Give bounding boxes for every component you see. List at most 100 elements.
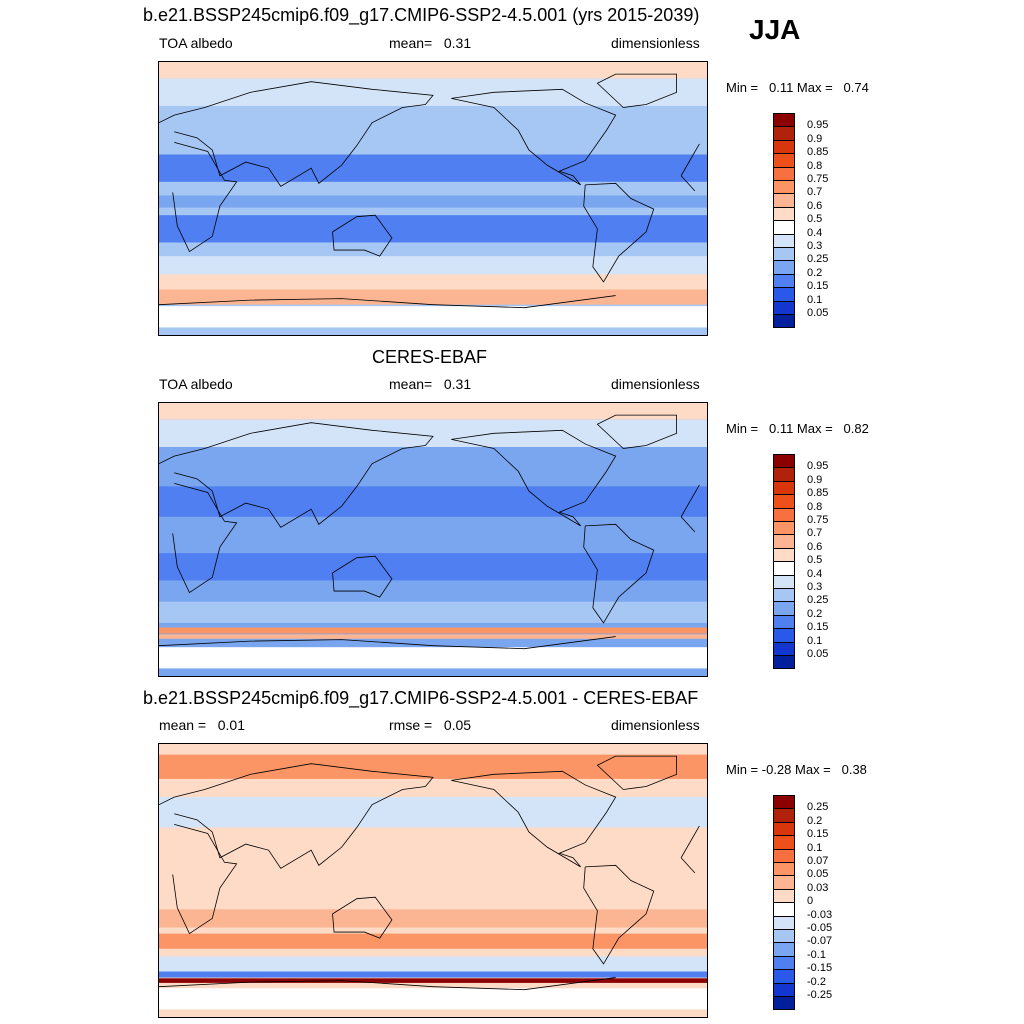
colorbar-label: 0.3 [807,581,823,593]
field-band [159,486,707,517]
coastline [451,429,617,527]
colorbar-label: 0.95 [807,119,829,132]
coastline [680,175,696,192]
panel-3-minmax: Min = -0.28 Max = 0.38 [726,762,867,777]
colorbar-label: 0.85 [807,487,829,500]
colorbar-label: 0.1 [807,841,823,854]
colorbar-swatch [773,494,795,509]
colorbar-label: 0.1 [807,293,823,306]
colorbar-label: 0.25 [807,253,829,266]
colorbar-label: 0.9 [807,132,823,145]
coastline [596,73,677,108]
panel-2-variable: TOA albedo [159,376,233,392]
panel-1-title: b.e21.BSSP245cmip6.f09_g17.CMIP6-SSP2-4.… [143,5,700,25]
coastline [451,88,617,186]
colorbar-label: 0.05 [807,307,829,319]
colorbar-label: 0.03 [807,881,829,894]
panel-2-map-field [159,403,707,676]
coastline [159,422,434,528]
coastline [680,825,700,858]
panel-1-units: dimensionless [611,35,700,51]
colorbar-label: 0.25 [807,594,829,607]
colorbar-swatch [773,247,795,262]
colorbar-swatch [773,655,795,670]
colorbar-swatch [773,300,795,315]
colorbar-label: 0.05 [807,868,829,881]
colorbar-label: -0.1 [807,948,826,961]
field-band [159,754,707,779]
coastline [159,298,434,306]
colorbar-swatch [773,113,795,128]
field-band [159,933,707,949]
coastline [680,143,700,176]
colorbar-label: 0 [807,895,814,908]
colorbar-swatch [773,521,795,536]
colorbar-label: -0.15 [807,962,833,975]
colorbar-label: 0.6 [807,199,823,212]
coastline [172,482,238,594]
colorbar-label: 0.7 [807,527,823,540]
colorbar-label: 0.15 [807,828,829,841]
panel-1-map-field [159,62,707,335]
coastline [432,977,616,991]
panel-2-minmax: Min = 0.11 Max = 0.82 [726,421,869,436]
panel-2-map [158,402,708,677]
field-band [159,601,707,623]
colorbar-swatch [773,480,795,496]
panel-1-mean: mean= 0.31 [389,35,472,51]
colorbar-swatch [773,314,795,329]
field-band [159,215,707,243]
panel-2-mean: mean= 0.31 [389,376,472,392]
field-band [159,956,707,972]
coastline [680,516,696,533]
colorbar-label: 0.4 [807,567,823,580]
colorbar-swatch [773,641,795,656]
panel-3-mean: mean = 0.01 [159,717,246,733]
panel-1-map [158,61,708,336]
panel-2-units: dimensionless [611,376,700,392]
field-band [159,78,707,106]
colorbar-swatch [773,929,795,944]
coastline [583,523,655,624]
colorbar-label: 0.1 [807,634,823,647]
colorbar-label: -0.05 [807,922,833,934]
coastline [680,484,700,517]
coastline [432,636,616,650]
colorbar-swatch [773,139,795,155]
panel-3-map-field [159,744,707,1017]
colorbar-swatch [773,875,795,890]
colorbar-swatch [773,287,795,302]
colorbar-swatch [773,888,795,904]
colorbar-swatch [773,153,795,168]
colorbar-label: 0.95 [807,460,829,473]
colorbar-label: 0.2 [807,814,823,827]
panel-3-map [158,743,708,1018]
colorbar-label: 0.3 [807,240,823,252]
field-band [159,419,707,447]
colorbar-swatch [773,795,795,810]
field-band [159,627,707,634]
colorbar-swatch [773,862,795,877]
coastline [583,864,655,965]
coastline [432,295,616,309]
colorbar-swatch [773,260,795,275]
field-band [159,195,707,208]
colorbar-label: 0.6 [807,540,823,553]
colorbar-swatch [773,969,795,984]
colorbar-swatch [773,220,795,235]
colorbar-label: 0.07 [807,855,829,867]
coastline [159,980,434,988]
colorbar-swatch [773,534,795,549]
colorbar-label: 0.8 [807,159,823,172]
colorbar-swatch [773,955,795,971]
colorbar-label: 0.8 [807,500,823,513]
colorbar-swatch [773,467,795,482]
colorbar-label: 0.5 [807,554,823,567]
coastline [172,141,238,253]
colorbar-swatch [773,902,795,917]
colorbar-swatch [773,942,795,957]
panel-3-units: dimensionless [611,717,700,733]
colorbar-label: 0.4 [807,226,823,239]
field-band [159,306,707,328]
coastline [159,81,434,187]
